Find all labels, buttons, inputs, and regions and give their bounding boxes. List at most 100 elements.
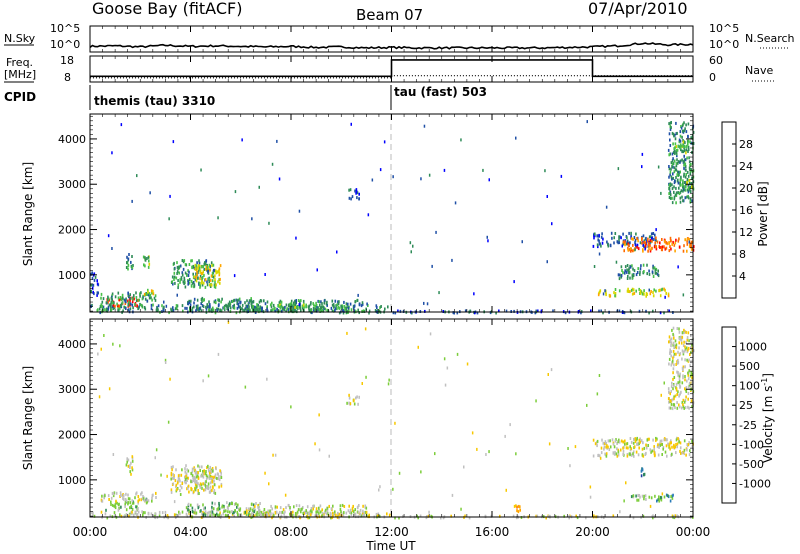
power-cell (627, 287, 629, 291)
power-cell (675, 149, 678, 152)
power-noise-cell (423, 124, 426, 128)
power-cell (513, 309, 515, 313)
velocity-colorbar-tick-label: 500 (739, 360, 760, 373)
velocity-cell (655, 436, 657, 440)
power-cell (187, 282, 189, 286)
power-cell (607, 244, 610, 248)
power-cell (689, 242, 691, 246)
power-cell (150, 296, 152, 300)
power-cell (251, 305, 253, 309)
velocity-cell (270, 504, 272, 508)
power-cell (674, 241, 677, 245)
power-cell (347, 306, 350, 310)
velocity-cell (652, 514, 654, 518)
velocity-cell (211, 505, 213, 509)
power-cell (92, 290, 94, 294)
velocity-cell (111, 503, 114, 507)
velocity-cell (232, 511, 234, 515)
power-cell (140, 291, 142, 295)
power-cell (182, 267, 185, 271)
velocity-cell (128, 514, 130, 518)
velocity-cell (113, 491, 116, 495)
velocity-cell (675, 352, 677, 356)
power-cell (97, 308, 99, 312)
velocity-cell (197, 492, 199, 496)
velocity-cell (673, 395, 675, 399)
velocity-cell (123, 514, 126, 518)
power-cell (629, 247, 631, 251)
velocity-cell (147, 499, 150, 503)
velocity-cell (678, 380, 681, 384)
velocity-cell (142, 497, 145, 501)
power-cell (214, 280, 216, 284)
power-cell (91, 276, 94, 280)
power-cell (676, 158, 678, 162)
velocity-cell (262, 510, 265, 514)
power-region-16 (617, 263, 660, 281)
power-cell (469, 309, 471, 313)
power-cell (679, 134, 682, 138)
power-cell (630, 288, 633, 292)
power-noise-cell (598, 252, 601, 256)
power-cell (144, 297, 147, 301)
velocity-cell (213, 479, 215, 483)
power-cell (647, 249, 649, 253)
power-noise-cell (431, 264, 433, 268)
power-cell (127, 308, 130, 312)
velocity-cell (671, 381, 673, 385)
power-cell (675, 151, 678, 155)
velocity-cell (674, 339, 677, 343)
velocity-cell (612, 514, 615, 518)
velocity-cell (214, 513, 216, 517)
power-cell (626, 236, 628, 240)
velocity-cell (218, 503, 220, 507)
velocity-cell (196, 479, 198, 483)
power-cell (100, 303, 102, 307)
power-noise-cell (451, 258, 453, 262)
velocity-cell (657, 453, 660, 457)
power-cell (380, 305, 382, 308)
power-cell (129, 293, 131, 297)
velocity-cell (140, 492, 142, 496)
velocity-colorbar-tick-label: -1000 (739, 477, 771, 490)
power-cell (687, 148, 690, 151)
power-ytick-label: 2000 (58, 224, 86, 237)
power-cell (316, 307, 319, 311)
velocity-cell (592, 454, 595, 458)
velocity-cell (135, 513, 138, 516)
velocity-cell (624, 442, 626, 446)
power-cell (184, 306, 186, 310)
power-cell (209, 268, 211, 272)
power-cell (302, 303, 305, 307)
power-noise-cell (268, 221, 270, 225)
velocity-noise-cell (619, 510, 621, 514)
power-cell (668, 122, 670, 126)
power-cell (212, 308, 215, 312)
power-cell (624, 240, 626, 244)
power-cell (642, 263, 645, 267)
velocity-cell (375, 512, 378, 516)
velocity-cell (417, 516, 419, 520)
velocity-cell (672, 341, 675, 345)
power-cell (206, 305, 209, 309)
power-cell (93, 278, 96, 282)
power-cell (218, 278, 220, 282)
power-cell (375, 304, 378, 308)
velocity-cell (576, 516, 579, 520)
power-cell (217, 307, 220, 311)
power-cell (210, 261, 213, 265)
velocity-cell (617, 453, 620, 457)
velocity-cell (666, 454, 668, 458)
power-cell (681, 150, 683, 154)
power-cell (688, 181, 691, 185)
velocity-cell (251, 512, 253, 516)
velocity-cell (633, 454, 635, 458)
power-cell (173, 275, 176, 279)
power-cell (349, 188, 352, 192)
velocity-cell (236, 512, 239, 516)
power-cell (285, 303, 288, 307)
power-cell (668, 167, 671, 171)
power-cell (199, 277, 201, 281)
velocity-cell (680, 451, 682, 455)
velocity-cell (144, 511, 146, 515)
